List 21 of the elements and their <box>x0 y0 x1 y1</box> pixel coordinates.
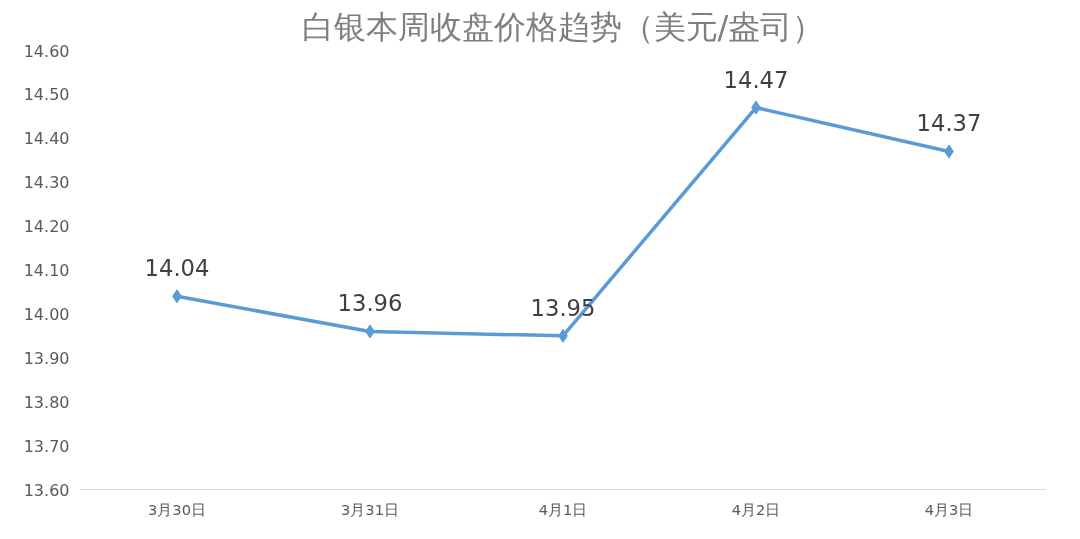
x-tick-label: 3月30日 <box>148 500 206 518</box>
y-tick-label: 14.40 <box>23 129 70 149</box>
chart-title: 白银本周收盘价格趋势（美元/盎司） <box>301 7 825 46</box>
x-tick-label: 3月31日 <box>341 500 399 518</box>
data-label: 14.04 <box>144 255 210 282</box>
y-tick-label: 13.60 <box>23 480 70 500</box>
y-tick-label: 14.20 <box>23 217 70 237</box>
y-tick-label: 13.70 <box>23 436 70 456</box>
x-tick-label: 4月3日 <box>924 500 974 518</box>
y-tick-label: 13.80 <box>23 392 70 412</box>
y-tick-label: 14.10 <box>23 261 70 280</box>
data-label: 14.47 <box>723 66 789 93</box>
y-tick-label: 14.00 <box>23 304 70 324</box>
data-label: 14.37 <box>916 110 982 137</box>
data-label: 13.96 <box>337 290 403 317</box>
y-tick-label: 13.90 <box>23 348 70 368</box>
y-tick-label: 14.30 <box>23 173 70 193</box>
x-tick-label: 4月1日 <box>538 500 588 518</box>
y-tick-label: 14.60 <box>23 41 70 61</box>
x-tick-label: 4月2日 <box>731 500 781 518</box>
y-tick-label: 14.50 <box>23 85 70 105</box>
